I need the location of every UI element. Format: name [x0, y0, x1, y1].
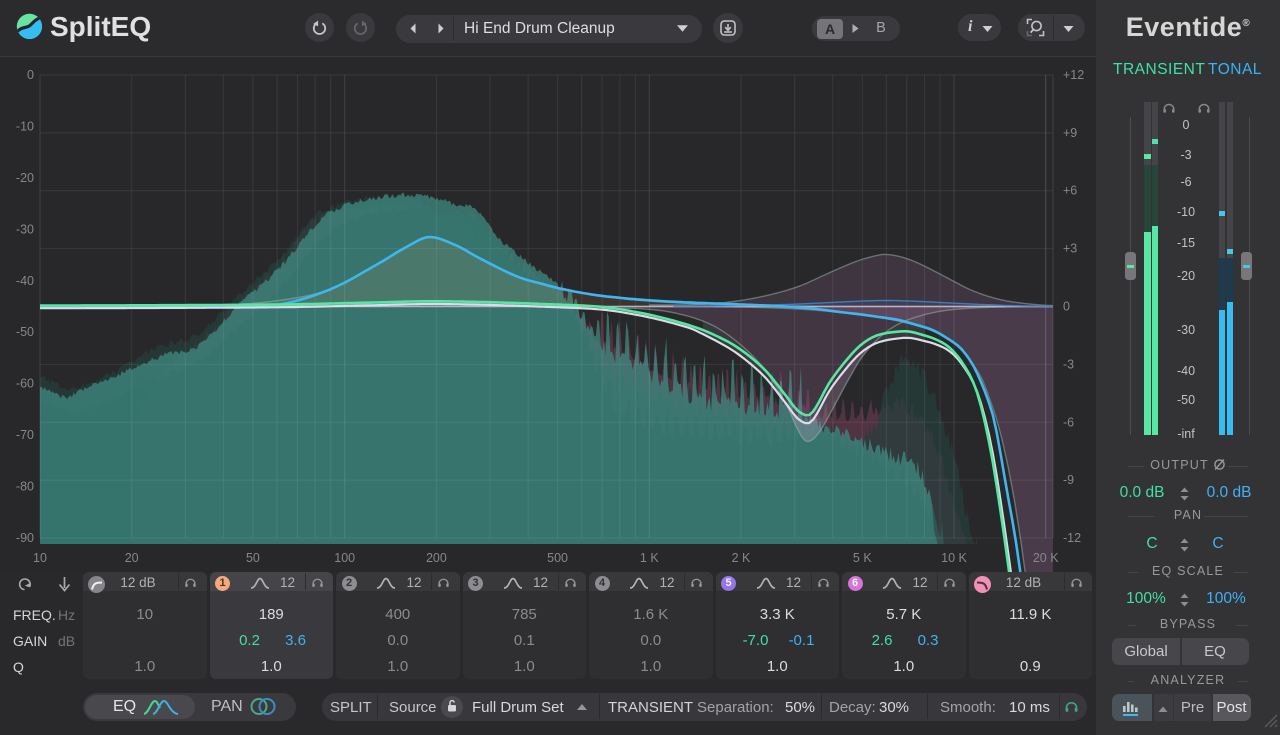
svg-text:20 K: 20 K [1033, 551, 1059, 565]
svg-text:-90: -90 [16, 531, 34, 545]
svg-text:20: 20 [125, 551, 139, 565]
svg-text:0: 0 [1063, 300, 1070, 314]
svg-text:5 K: 5 K [853, 551, 872, 565]
svg-text:-30: -30 [16, 222, 34, 236]
svg-text:200: 200 [426, 551, 447, 565]
svg-text:10 K: 10 K [941, 551, 967, 565]
svg-text:1 K: 1 K [640, 551, 659, 565]
svg-text:-3: -3 [1063, 357, 1074, 371]
svg-text:10: 10 [33, 551, 47, 565]
svg-text:-6: -6 [1063, 415, 1074, 429]
svg-text:-50: -50 [16, 325, 34, 339]
svg-text:-10: -10 [16, 119, 34, 133]
svg-text:500: 500 [547, 551, 568, 565]
svg-text:-60: -60 [16, 377, 34, 391]
svg-text:-70: -70 [16, 428, 34, 442]
svg-text:-12: -12 [1063, 531, 1081, 545]
svg-text:50: 50 [246, 551, 260, 565]
svg-text:-20: -20 [16, 171, 34, 185]
svg-text:-40: -40 [16, 274, 34, 288]
svg-text:2 K: 2 K [732, 551, 751, 565]
svg-text:+12: +12 [1063, 68, 1084, 82]
svg-text:100: 100 [334, 551, 355, 565]
svg-text:+6: +6 [1063, 184, 1077, 198]
svg-text:+3: +3 [1063, 242, 1077, 256]
svg-text:+9: +9 [1063, 126, 1077, 140]
svg-text:-80: -80 [16, 480, 34, 494]
svg-text:-9: -9 [1063, 473, 1074, 487]
svg-text:0: 0 [27, 68, 34, 82]
